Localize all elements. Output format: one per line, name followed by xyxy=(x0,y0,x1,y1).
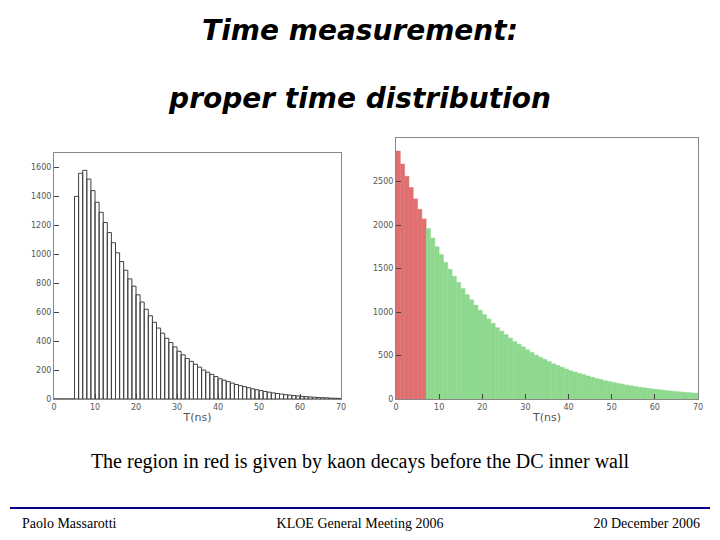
svg-text:60: 60 xyxy=(295,403,305,412)
svg-text:0: 0 xyxy=(393,403,398,412)
svg-text:1000: 1000 xyxy=(373,308,393,317)
svg-text:500: 500 xyxy=(378,351,393,360)
svg-text:50: 50 xyxy=(254,403,264,412)
svg-text:T(ns): T(ns) xyxy=(182,411,211,424)
html-text:The region in red is given by: The region in red is given by kaon decay… xyxy=(90,450,630,472)
svg-text:60: 60 xyxy=(650,403,660,412)
svg-text:600: 600 xyxy=(36,308,51,317)
svg-text:1400: 1400 xyxy=(31,192,51,201)
html-text:proper time distribution: proper time distribution xyxy=(169,82,551,115)
svg-text:200: 200 xyxy=(36,366,51,375)
svg-text:1600: 1600 xyxy=(31,163,51,172)
svg-text:800: 800 xyxy=(36,279,51,288)
svg-text:20: 20 xyxy=(477,403,487,412)
svg-text:1200: 1200 xyxy=(31,221,51,230)
svg-text:40: 40 xyxy=(213,403,223,412)
svg-text:20: 20 xyxy=(131,403,141,412)
svg-text:1500: 1500 xyxy=(373,264,393,273)
svg-text:30: 30 xyxy=(520,403,530,412)
svg-text:0: 0 xyxy=(388,395,393,404)
html-text:Time measurement:: Time measurement: xyxy=(202,14,518,47)
svg-text:2000: 2000 xyxy=(373,221,393,230)
svg-text:50: 50 xyxy=(607,403,617,412)
svg-text:0: 0 xyxy=(51,403,56,412)
svg-text:40: 40 xyxy=(563,403,573,412)
svg-text:400: 400 xyxy=(36,337,51,346)
svg-text:T(ns): T(ns) xyxy=(532,411,561,424)
html-text:Paolo Massarotti: Paolo Massarotti xyxy=(22,516,117,531)
html-text:20 December 2006: 20 December 2006 xyxy=(593,516,700,531)
svg-text:70: 70 xyxy=(693,403,703,412)
svg-text:70: 70 xyxy=(336,403,346,412)
svg-text:1000: 1000 xyxy=(31,250,51,259)
html-text:KLOE General Meeting 2006: KLOE General Meeting 2006 xyxy=(276,516,444,531)
svg-text:2500: 2500 xyxy=(373,177,393,186)
svg-text:10: 10 xyxy=(90,403,100,412)
svg-text:0: 0 xyxy=(46,395,51,404)
svg-text:30: 30 xyxy=(172,403,182,412)
svg-text:10: 10 xyxy=(434,403,444,412)
